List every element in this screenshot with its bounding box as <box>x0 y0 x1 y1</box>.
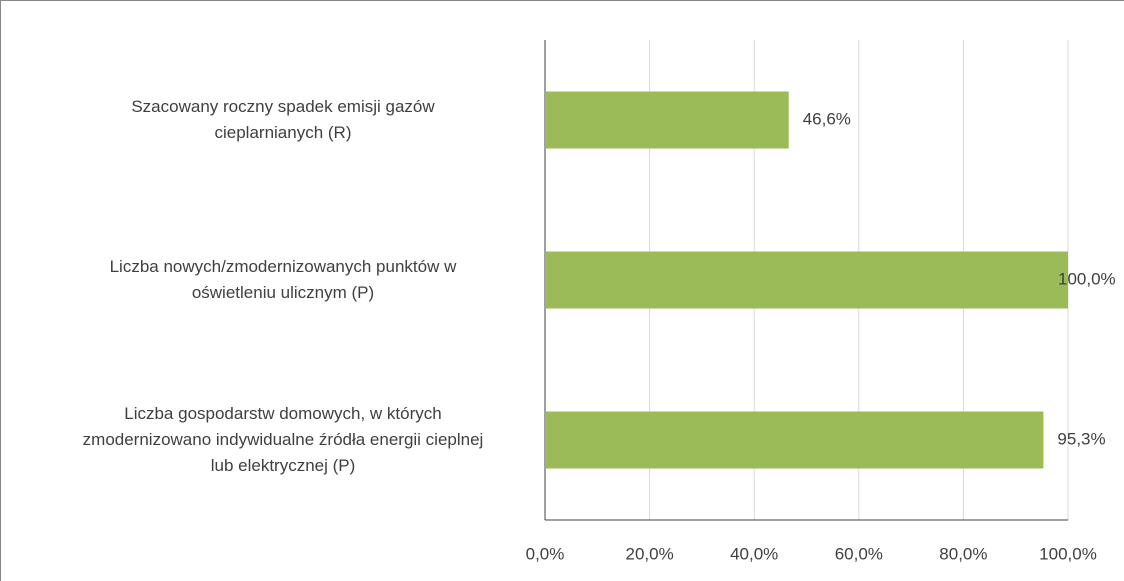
x-tick-label: 20,0% <box>625 544 673 563</box>
bar <box>545 411 1044 469</box>
x-tick-label: 80,0% <box>939 544 987 563</box>
category-label: Liczba nowych/zmodernizowanych punktów w… <box>109 257 457 302</box>
category-label: Szacowany roczny spadek emisji gazów cie… <box>131 97 435 142</box>
value-label: 95,3% <box>1057 429 1105 448</box>
x-tick-label: 100,0% <box>1039 544 1097 563</box>
value-label: 100,0% <box>1058 269 1116 288</box>
value-label: 46,6% <box>803 109 851 128</box>
x-tick-label: 40,0% <box>730 544 778 563</box>
category-label: Liczba gospodarstw domowych, w których z… <box>82 404 484 475</box>
bar <box>545 251 1068 309</box>
x-tick-label: 60,0% <box>835 544 883 563</box>
bar <box>545 91 789 149</box>
x-tick-label: 0,0% <box>526 544 565 563</box>
